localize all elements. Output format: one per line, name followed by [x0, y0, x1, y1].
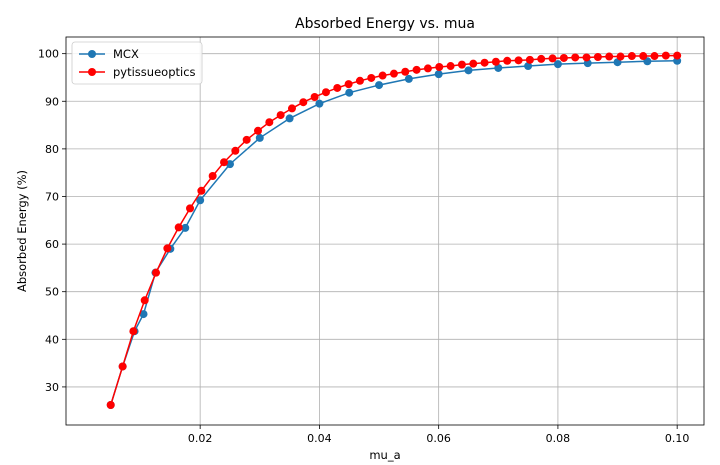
data-point [401, 67, 410, 76]
data-point [208, 172, 217, 181]
data-point [404, 74, 413, 83]
data-point [661, 51, 670, 60]
data-point [639, 52, 648, 61]
y-tick-label: 90 [45, 95, 59, 108]
data-point [457, 60, 466, 69]
x-tick-label: 0.02 [188, 432, 213, 445]
series-pytissueoptics [106, 51, 682, 410]
data-point [255, 133, 264, 142]
data-point [593, 52, 602, 61]
data-point [265, 118, 274, 127]
data-point [276, 111, 285, 120]
y-axis-label: Absorbed Energy (%) [15, 170, 29, 292]
data-point [673, 51, 682, 60]
y-tick-label: 60 [45, 238, 59, 251]
data-point [163, 244, 172, 253]
data-point [197, 186, 206, 195]
data-point [333, 83, 342, 92]
data-point [514, 56, 523, 65]
legend-label: MCX [113, 47, 139, 61]
data-point [253, 126, 262, 135]
legend-entry: MCX [79, 47, 139, 61]
data-point [345, 88, 354, 97]
x-axis-label: mu_a [369, 448, 400, 462]
data-point [412, 65, 421, 74]
data-point [435, 62, 444, 71]
data-point [242, 135, 251, 144]
data-point [464, 66, 473, 75]
data-point [378, 71, 387, 80]
data-point [140, 296, 149, 305]
data-point [446, 62, 455, 71]
data-point [375, 81, 384, 90]
data-point [627, 52, 636, 61]
data-point [321, 88, 330, 97]
data-point [582, 53, 591, 62]
data-point [310, 92, 319, 101]
data-point [181, 223, 190, 232]
chart-title: Absorbed Energy vs. mua [295, 16, 475, 32]
data-point [315, 99, 324, 108]
data-point [548, 54, 557, 63]
y-tick-label: 70 [45, 190, 59, 203]
y-tick-label: 80 [45, 143, 59, 156]
x-tick-label: 0.06 [426, 432, 451, 445]
data-point [174, 223, 183, 232]
data-point [231, 146, 240, 155]
series [106, 51, 682, 410]
data-point [196, 196, 205, 205]
data-point [118, 362, 127, 371]
data-point [571, 53, 580, 62]
data-point [287, 104, 296, 113]
x-tick-label: 0.08 [546, 432, 571, 445]
data-point [389, 69, 398, 78]
data-point [491, 57, 500, 66]
legend: MCX pytissueoptics [71, 41, 203, 85]
data-point [537, 54, 546, 63]
data-point [605, 52, 614, 61]
data-point [469, 59, 478, 68]
x-tick-label: 0.04 [307, 432, 332, 445]
data-point [106, 401, 115, 410]
plot-area [65, 36, 705, 426]
data-point [480, 58, 489, 67]
data-point [186, 204, 195, 213]
data-point [616, 52, 625, 61]
legend-label: pytissueoptics [113, 65, 196, 79]
data-point [285, 114, 294, 123]
data-point [423, 64, 432, 73]
legend-marker [88, 50, 96, 58]
data-point [434, 70, 443, 79]
data-point [553, 60, 562, 69]
axis-ticks: 0.02 0.04 0.06 0.08 0.10 30 40 50 60 70 80 90 100 [38, 48, 689, 445]
y-tick-label: 40 [45, 333, 59, 346]
data-point [129, 327, 138, 336]
y-tick-label: 30 [45, 381, 59, 394]
data-point [152, 268, 161, 277]
data-point [503, 56, 512, 65]
data-point [220, 158, 229, 167]
data-point [524, 62, 533, 71]
data-point [139, 310, 148, 319]
x-tick-label: 0.10 [665, 432, 690, 445]
data-point [299, 98, 308, 107]
data-point [559, 53, 568, 62]
data-point [650, 52, 659, 61]
data-point [494, 63, 503, 72]
data-point [367, 73, 376, 82]
y-tick-label: 100 [38, 48, 59, 61]
grid [66, 37, 704, 425]
legend-marker [88, 68, 96, 76]
data-point [344, 80, 353, 89]
y-tick-label: 50 [45, 286, 59, 299]
legend-box [71, 41, 203, 85]
data-point [355, 76, 364, 85]
legend-entry: pytissueoptics [79, 65, 196, 79]
data-point [525, 55, 534, 64]
